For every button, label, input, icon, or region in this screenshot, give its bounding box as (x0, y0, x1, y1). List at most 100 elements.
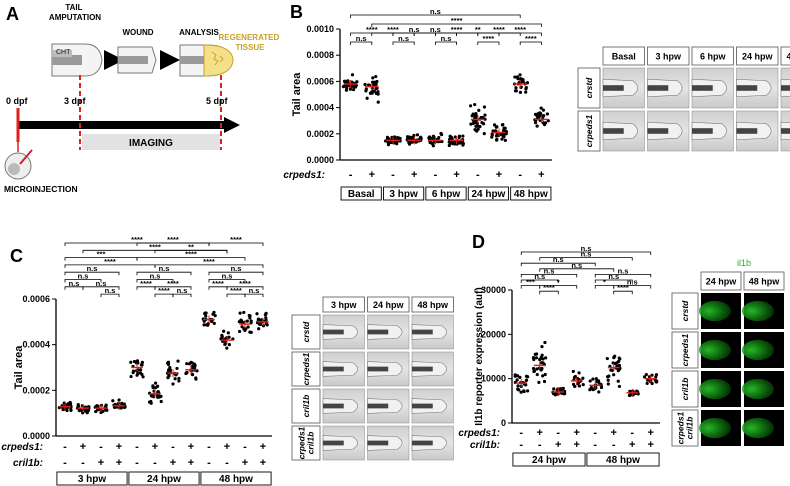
data-point (193, 366, 197, 370)
factor-value: - (434, 169, 438, 181)
data-point (514, 89, 518, 93)
imaging-label: IMAGING (129, 138, 173, 149)
data-point (616, 379, 620, 383)
significance-label: n.s (96, 279, 107, 288)
data-point (503, 138, 507, 142)
data-point (398, 136, 402, 141)
significance-label: n.s (78, 272, 89, 281)
data-point (415, 133, 420, 137)
data-point (628, 392, 632, 397)
data-point (518, 90, 523, 94)
factor-value: + (496, 169, 502, 181)
data-point (141, 375, 145, 379)
factor-value: - (63, 457, 67, 469)
significance-label: **** (149, 242, 161, 251)
factor-value: + (116, 457, 122, 469)
data-point (606, 375, 610, 379)
row-label: crpeds1 (680, 333, 690, 366)
data-point (594, 386, 598, 390)
data-point (212, 321, 216, 325)
tail-notochord (323, 403, 344, 409)
data-point (589, 385, 594, 390)
data-point (535, 367, 539, 371)
significance-label: n.s (231, 264, 242, 273)
factor-value: + (537, 427, 543, 439)
data-point (490, 132, 494, 136)
tail-notochord (323, 366, 344, 372)
data-point (175, 366, 179, 371)
data-point (117, 398, 121, 402)
column-header-box (367, 296, 410, 313)
significance-label: **** (212, 279, 224, 288)
data-point (561, 386, 565, 390)
tail-notochord (603, 128, 624, 134)
data-point (518, 73, 522, 77)
significance-bracket (64, 271, 120, 276)
data-point (419, 135, 423, 139)
tail-notochord (367, 329, 389, 335)
data-point (437, 136, 441, 140)
factor-value: - (207, 457, 211, 469)
significance-label: n.s (608, 272, 619, 281)
significance-bracket (539, 285, 578, 289)
significance-label: * (603, 278, 606, 287)
factor-value: + (369, 169, 375, 181)
data-point (502, 126, 506, 130)
fluor-signal (742, 378, 774, 400)
regenerated-tissue-label: REGENERATED TISSUE (219, 33, 282, 52)
significance-label: n.s (150, 272, 161, 281)
row-label-box (291, 425, 321, 461)
significance-label: n.s (430, 7, 441, 16)
factor-value: - (225, 457, 229, 469)
data-point (223, 342, 227, 346)
data-point (69, 408, 73, 413)
factor-value: + (611, 427, 617, 439)
significance-bracket (100, 293, 120, 298)
tail-notochord (736, 85, 758, 91)
data-point (386, 140, 390, 145)
significance-bracket (392, 41, 415, 45)
step-amputation-line2: AMPUTATION (49, 13, 101, 22)
significance-label: n.s (409, 25, 420, 34)
data-point (493, 129, 498, 133)
fluor-signal (742, 300, 774, 322)
significance-bracket (64, 279, 102, 283)
data-point (533, 352, 537, 357)
y-tick-label: 0.0008 (306, 50, 334, 60)
significance-label: **** (185, 250, 197, 259)
significance-bracket (519, 41, 542, 45)
data-point (543, 121, 548, 125)
significance-label: n.s (581, 250, 592, 259)
data-point (176, 359, 180, 363)
data-point (376, 92, 380, 96)
data-point (431, 144, 435, 148)
significance-label: **** (617, 283, 629, 292)
data-point (342, 84, 346, 88)
data-point (605, 356, 609, 361)
microinjection-label: MICROINJECTION (4, 184, 78, 194)
data-point (515, 378, 519, 382)
data-point (453, 142, 457, 146)
data-point (352, 84, 356, 89)
row-label: crpeds1cril1b (296, 426, 315, 459)
factor-value: - (593, 427, 597, 439)
significance-label: ** (475, 25, 481, 34)
data-point (473, 127, 477, 132)
factor-label: crpeds1: (1, 442, 43, 453)
data-point (428, 140, 432, 145)
data-point (524, 90, 528, 94)
data-point (202, 323, 206, 327)
data-point (131, 371, 135, 375)
factor-value: - (243, 441, 247, 453)
factor-value: - (630, 427, 634, 439)
data-point (618, 357, 622, 361)
significance-bracket (350, 14, 521, 18)
data-point (539, 113, 543, 118)
data-point (521, 80, 525, 84)
y-tick-label: 0.0002 (22, 385, 50, 395)
data-point (538, 111, 542, 115)
data-point (76, 404, 80, 408)
data-point (577, 371, 581, 375)
data-point (348, 87, 353, 91)
